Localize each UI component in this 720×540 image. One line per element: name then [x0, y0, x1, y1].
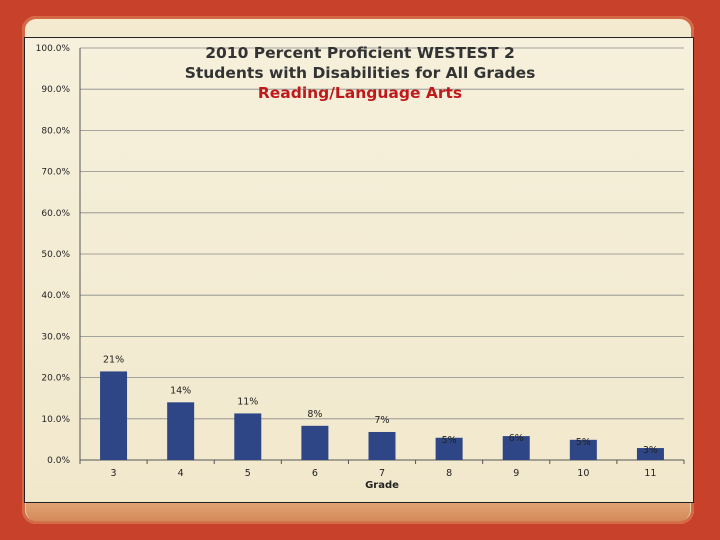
- y-tick-label: 0.0%: [47, 456, 70, 466]
- bar: [234, 413, 262, 460]
- bar: [569, 439, 597, 460]
- y-tick-label: 40.0%: [41, 291, 70, 301]
- data-label: 7%: [374, 415, 389, 426]
- chart-title-block: 2010 Percent Proficient WESTEST 2 Studen…: [130, 43, 590, 103]
- data-label: 21%: [103, 354, 124, 365]
- x-tick-label: 3: [111, 468, 117, 479]
- bar: [502, 436, 530, 460]
- data-label: 8%: [307, 409, 322, 420]
- x-tick-label: 9: [513, 468, 519, 479]
- chart-title: 2010 Percent Proficient WESTEST 2: [205, 44, 515, 62]
- chart-subtitle-subject: Reading/Language Arts: [257, 84, 463, 102]
- y-tick-label: 30.0%: [41, 332, 70, 342]
- y-tick-label: 90.0%: [41, 85, 70, 95]
- x-tick-label: 8: [446, 468, 452, 479]
- bar: [167, 402, 195, 460]
- y-tick-label: 20.0%: [41, 374, 70, 384]
- chart-subtitle: Students with Disabilities for All Grade…: [184, 64, 536, 82]
- x-tick-label: 5: [245, 468, 251, 479]
- bar: [636, 448, 664, 460]
- x-tick-label: 10: [577, 468, 589, 479]
- x-axis-label: Grade: [365, 480, 399, 491]
- y-tick-label: 100.0%: [36, 44, 71, 54]
- data-label: 5%: [576, 437, 591, 448]
- y-tick-label: 60.0%: [41, 209, 70, 219]
- data-label: 6%: [509, 433, 524, 444]
- data-label: 5%: [442, 435, 457, 446]
- x-tick-label: 6: [312, 468, 318, 479]
- y-tick-label: 80.0%: [41, 126, 70, 136]
- data-label: 3%: [643, 445, 658, 456]
- data-label: 11%: [237, 396, 258, 407]
- data-label: 14%: [170, 385, 191, 396]
- y-tick-label: 70.0%: [41, 168, 70, 178]
- x-tick-label: 11: [644, 468, 656, 479]
- bar: [435, 437, 463, 460]
- x-tick-label: 4: [178, 468, 184, 479]
- bar: [301, 425, 329, 460]
- y-tick-label: 50.0%: [41, 250, 70, 260]
- y-tick-label: 10.0%: [41, 415, 70, 425]
- slide-bottom-band: [26, 500, 690, 522]
- bar: [100, 371, 128, 460]
- chart-area: [24, 37, 694, 503]
- bar: [368, 431, 396, 460]
- x-tick-label: 7: [379, 468, 385, 479]
